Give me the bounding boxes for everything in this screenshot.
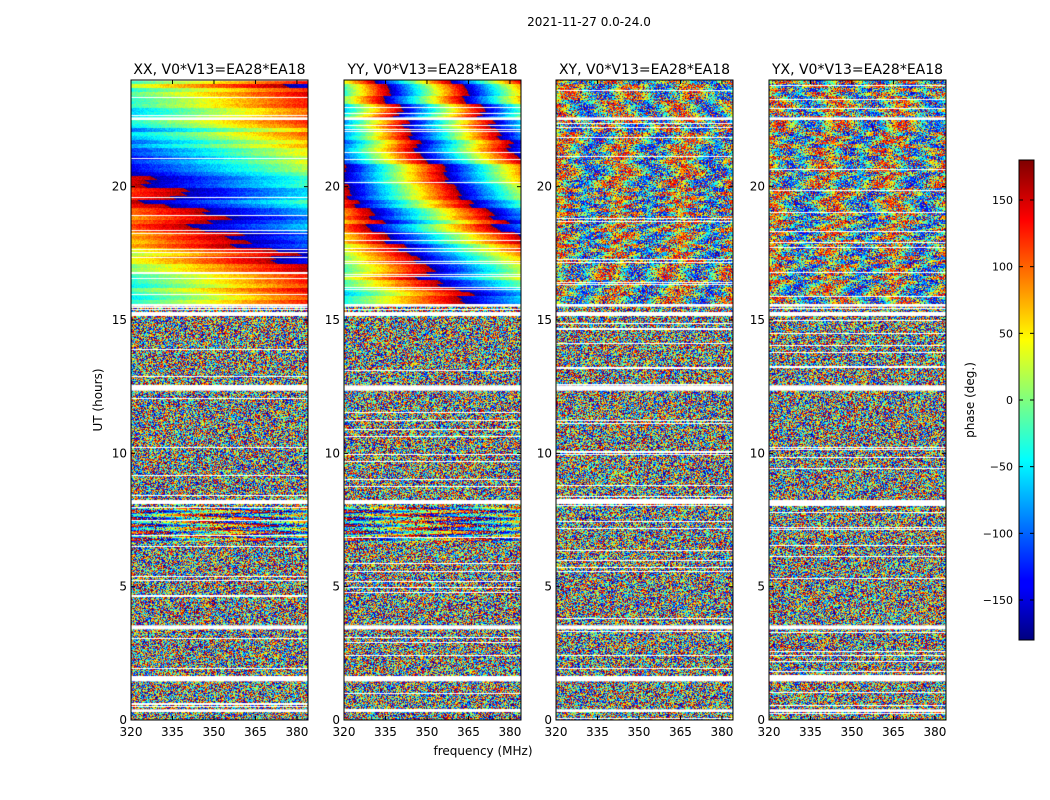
y-tick-label-1-1: 5: [119, 580, 127, 594]
colorbar-tick-label-4: 50: [999, 327, 1013, 340]
colorbar-tick-label-2: −50: [990, 461, 1013, 474]
x-tick-label-2-0: 320: [333, 725, 356, 739]
y-tick-label-2-2: 10: [325, 446, 340, 460]
x-tick-label-1-3: 365: [244, 725, 267, 739]
y-tick-label-3-4: 20: [537, 180, 552, 194]
panel-2: YY, V0*V13=EA28*EA18 320 335 350 365 380 0 5 10 1…: [325, 62, 522, 739]
heatmap-image-3: [556, 80, 733, 720]
panel-3: XY, V0*V13=EA28*EA18 320 335 350 365 380 0 5 10 1…: [537, 62, 734, 739]
colorbar-tick-label-3: 0: [1006, 394, 1013, 407]
panel-title-1: XX, V0*V13=EA28*EA18: [133, 62, 305, 78]
x-tick-label-1-1: 335: [161, 725, 184, 739]
colorbar-tick-label-5: 100: [992, 261, 1013, 274]
colorbar-ticks: −150 −100 −50 0 50 100 150: [983, 194, 1034, 607]
x-tick-label-4-2: 350: [841, 725, 864, 739]
panel-frame-1: [130, 79, 309, 721]
colorbar-tick-label-1: −100: [983, 527, 1013, 540]
y-tick-label-3-0: 0: [544, 713, 552, 727]
panel-title-3: XY, V0*V13=EA28*EA18: [559, 62, 730, 78]
panel-frame-3: [555, 79, 734, 721]
x-tick-label-3-2: 350: [628, 725, 651, 739]
colorbar: −150 −100 −50 0 50 100 150 phase (deg.): [963, 159, 1035, 641]
x-tick-label-2-3: 365: [457, 725, 480, 739]
x-tick-label-3-4: 380: [710, 725, 733, 739]
colorbar-label: phase (deg.): [963, 362, 977, 438]
x-tick-label-1-2: 350: [203, 725, 226, 739]
x-tick-label-1-0: 320: [120, 725, 143, 739]
x-tick-label-4-1: 335: [799, 725, 822, 739]
panel-4: YX, V0*V13=EA28*EA18 320 335 350 365 380 0 5 10 1…: [750, 62, 947, 739]
y-tick-label-1-0: 0: [119, 713, 127, 727]
y-tick-label-4-0: 0: [757, 713, 765, 727]
heatmap-image-2: [344, 80, 521, 720]
figure-suptitle: 2021-11-27 0.0-24.0: [527, 15, 651, 29]
panel-frame-4: [768, 79, 947, 721]
y-tick-label-4-2: 10: [750, 446, 765, 460]
y-tick-label-1-4: 20: [112, 180, 127, 194]
heatmap-image-4: [769, 80, 946, 720]
y-tick-label-2-3: 15: [325, 313, 340, 327]
x-tick-label-3-3: 365: [669, 725, 692, 739]
colorbar-tick-label-6: 150: [992, 194, 1013, 207]
y-tick-label-4-3: 15: [750, 313, 765, 327]
y-tick-label-2-0: 0: [332, 713, 340, 727]
x-tick-label-4-3: 365: [882, 725, 905, 739]
x-tick-label-4-4: 380: [923, 725, 946, 739]
y-tick-label-4-1: 5: [757, 580, 765, 594]
y-tick-label-1-2: 10: [112, 446, 127, 460]
y-tick-label-4-4: 20: [750, 180, 765, 194]
x-tick-label-4-0: 320: [758, 725, 781, 739]
y-tick-label-2-4: 20: [325, 180, 340, 194]
x-tick-label-3-0: 320: [545, 725, 568, 739]
panel-frame-2: [343, 79, 522, 721]
y-tick-label-2-1: 5: [332, 580, 340, 594]
x-axis-label: frequency (MHz): [433, 744, 532, 758]
panel-title-2: YY, V0*V13=EA28*EA18: [346, 62, 517, 78]
x-tick-label-2-4: 380: [498, 725, 521, 739]
y-tick-label-3-3: 15: [537, 313, 552, 327]
y-tick-label-3-2: 10: [537, 446, 552, 460]
heatmap-image-1: [131, 80, 308, 720]
y-tick-label-3-1: 5: [544, 580, 552, 594]
y-tick-label-1-3: 15: [112, 313, 127, 327]
x-tick-label-2-2: 350: [416, 725, 439, 739]
x-tick-label-2-1: 335: [374, 725, 397, 739]
x-tick-label-3-1: 335: [586, 725, 609, 739]
panel-title-4: YX, V0*V13=EA28*EA18: [771, 62, 943, 78]
panels: XX, V0*V13=EA28*EA18 320 335 350 365 380 0 5 10 1…: [112, 62, 947, 739]
x-tick-label-1-4: 380: [285, 725, 308, 739]
colorbar-tick-label-0: −150: [983, 594, 1013, 607]
y-axis-label: UT (hours): [91, 368, 105, 431]
panel-1: XX, V0*V13=EA28*EA18 320 335 350 365 380 0 5 10 1…: [112, 62, 309, 739]
